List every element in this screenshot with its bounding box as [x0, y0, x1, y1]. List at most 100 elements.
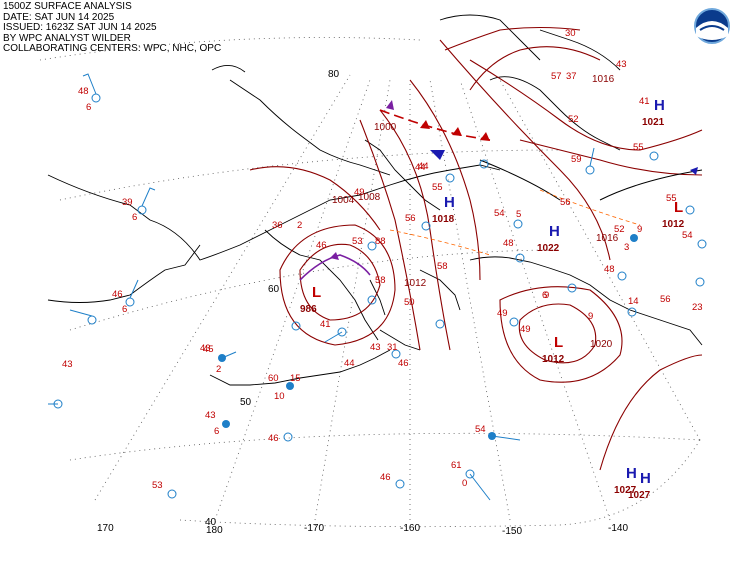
temperature-label: 60 — [268, 373, 279, 384]
station — [695, 277, 705, 287]
latitude-label: 50 — [240, 397, 252, 408]
station — [627, 307, 637, 317]
pressure-value: 1027 — [614, 485, 637, 496]
longitude-label: 180 — [206, 525, 223, 536]
station — [513, 219, 523, 229]
station — [435, 319, 445, 329]
dewpoint-label: 2 — [297, 220, 302, 231]
isobar-label: 1008 — [358, 192, 381, 203]
temperature-label: 50 — [404, 297, 415, 308]
latitude-label: 60 — [268, 284, 280, 295]
temperature-label: 48 — [78, 86, 89, 97]
temperature-label: 43 — [370, 342, 381, 353]
temperature-label: 41 — [320, 319, 331, 330]
station — [479, 159, 489, 169]
temperature-label: 41 — [639, 96, 650, 107]
temperature-label: 55 — [633, 142, 644, 153]
station — [69, 309, 97, 325]
station — [286, 382, 294, 390]
latitude-label: 40 — [205, 517, 217, 528]
temperature-label: 49 — [354, 187, 365, 198]
isobar-label: 1012 — [404, 278, 427, 289]
pressure-value: 1012 — [542, 354, 565, 365]
dewpoint-label: 88 — [375, 236, 386, 247]
isobar-label: 1004 — [332, 195, 355, 206]
temperature-label: 54 — [475, 424, 486, 435]
station — [685, 205, 695, 215]
high-pressure-center: H 1027 — [628, 470, 651, 501]
temperature-label: 56 — [405, 213, 416, 224]
temperature-label: 56 — [660, 294, 671, 305]
low-symbol: L — [312, 284, 321, 301]
isobar-label: 1016 — [596, 233, 619, 244]
dewpoint-label: 6 — [214, 426, 219, 437]
low-pressure-center: L 1012 — [542, 334, 565, 365]
longitude-label: 170 — [97, 523, 114, 534]
temperature-label: 46 — [268, 433, 279, 444]
pressure-value: 1021 — [642, 117, 665, 128]
dewpoint-label: 2 — [216, 364, 221, 375]
fronts — [299, 100, 703, 281]
dewpoint-label: 5 — [516, 209, 521, 220]
dewpoint-label: 6 — [542, 290, 547, 301]
header-date: DATE: SAT JUN 14 2025 — [3, 11, 115, 23]
temperature-label: 48 — [503, 238, 514, 249]
temperature-label: 52 — [614, 224, 625, 235]
temperature-label: 52 — [568, 114, 579, 125]
header-analyst: BY WPC ANALYST WILDER — [3, 32, 131, 44]
station — [445, 173, 455, 183]
temperature-label: 57 — [551, 71, 562, 82]
temperature-label: 48 — [604, 264, 615, 275]
isobar-label: 1020 — [590, 339, 613, 350]
temperature-label: 45 — [203, 344, 214, 355]
temperature-label: 49 — [520, 324, 531, 335]
high-symbol: H — [654, 97, 665, 114]
longitude-label: -150 — [502, 526, 522, 537]
high-symbol: H — [626, 465, 637, 482]
temperature-label: 36 — [272, 220, 283, 231]
dewpoint-label: 3 — [624, 242, 629, 253]
low-symbol: L — [674, 199, 683, 216]
pressure-value: 986 — [300, 304, 317, 315]
station — [515, 253, 525, 263]
longitude-label: -170 — [304, 523, 324, 534]
station — [367, 295, 377, 305]
temperature-label: 56 — [560, 197, 571, 208]
temperature-label: 30 — [565, 28, 576, 39]
longitude-label: -160 — [400, 523, 420, 534]
temperature-label: 59 — [571, 154, 582, 165]
temperature-label: 54 — [682, 230, 693, 241]
high-pressure-center: H 1021 — [642, 97, 665, 128]
dewpoint-label: 6 — [86, 102, 91, 113]
pressure-value: 1022 — [537, 243, 560, 254]
station — [367, 241, 377, 251]
station — [167, 489, 177, 499]
temperature-label: 44 — [415, 162, 426, 173]
isobars — [249, 26, 703, 471]
temperature-label: 43 — [205, 410, 216, 421]
coastlines — [47, 14, 703, 386]
station — [567, 283, 577, 293]
pressure-value: 1018 — [432, 214, 455, 225]
dewpoint-label: 9 — [588, 311, 593, 322]
station-models — [48, 73, 707, 501]
temperature-label: 58 — [375, 275, 386, 286]
longitude-label: -140 — [608, 523, 628, 534]
analysis-header: 1500Z SURFACE ANALYSIS DATE: SAT JUN 14 … — [3, 1, 221, 55]
isobar-label: 1016 — [592, 74, 615, 85]
temperature-label: 55 — [432, 182, 443, 193]
high-symbol: H — [549, 223, 560, 240]
temperature-label: 53 — [152, 480, 163, 491]
high-symbol: H — [444, 194, 455, 211]
temperature-label: 39 — [122, 197, 133, 208]
dewpoint-label: 0 — [462, 478, 467, 489]
noaa-logo — [694, 8, 730, 44]
low-pressure-center: L 1012 — [662, 199, 685, 230]
dewpoint-label: 6 — [132, 212, 137, 223]
station — [222, 420, 230, 428]
station — [617, 271, 627, 281]
temperature-label: 46 — [316, 240, 327, 251]
